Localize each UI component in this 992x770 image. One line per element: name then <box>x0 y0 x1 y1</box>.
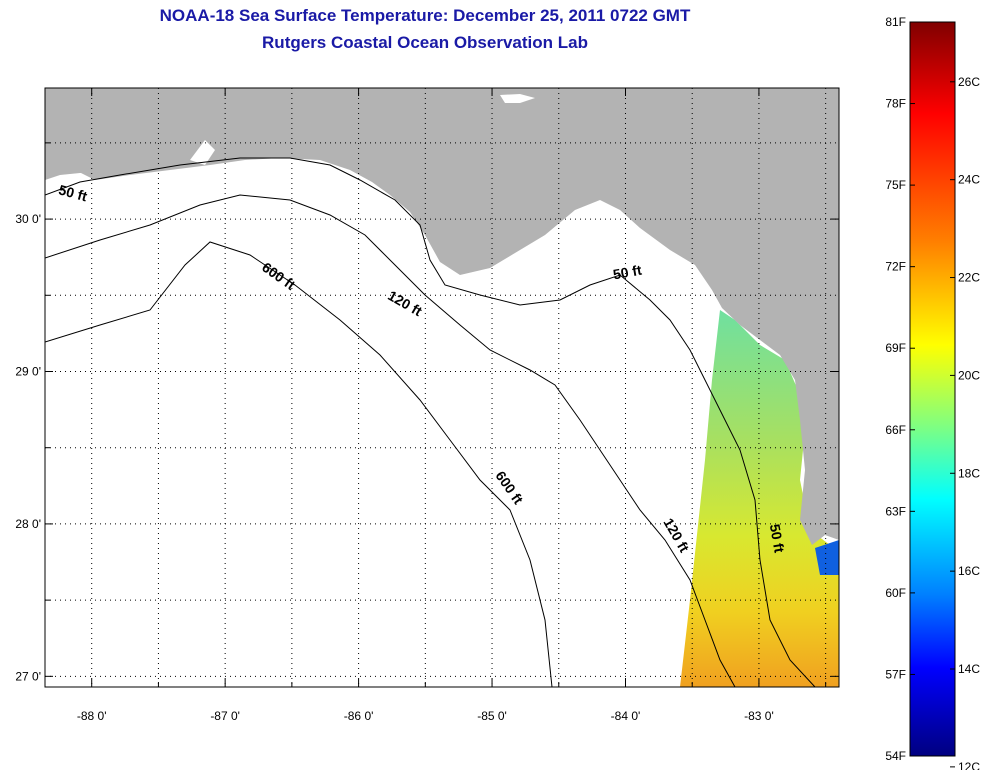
colorbar-c-label: 20C <box>958 368 980 382</box>
colorbar-c-label: 16C <box>958 564 980 578</box>
colorbar <box>909 21 956 757</box>
lon-tick-label: -84 0' <box>611 709 641 723</box>
lon-tick-label: -83 0' <box>744 709 774 723</box>
lon-tick-label: -85 0' <box>477 709 507 723</box>
lat-tick-label: 29 0' <box>15 364 41 378</box>
contour-label: 50 ft <box>57 181 89 204</box>
contour-600ft <box>45 241 553 687</box>
colorbar-c-label: 22C <box>958 271 980 285</box>
colorbar-f-label: 81F <box>885 15 906 29</box>
contour-label: 50 ft <box>767 523 788 554</box>
colorbar-f-label: 78F <box>885 97 906 111</box>
colorbar-f-label: 57F <box>885 667 906 681</box>
bay <box>190 140 215 165</box>
lat-tick-label: 28 0' <box>15 517 41 531</box>
contour-120ft <box>45 194 736 687</box>
land-mass <box>45 88 839 545</box>
contour-label: 50 ft <box>612 262 643 283</box>
cold-coastal-patch <box>815 540 839 575</box>
colorbar-f-label: 66F <box>885 423 906 437</box>
colorbar-c-label: 12C <box>958 760 980 770</box>
colorbar-f-label: 69F <box>885 341 906 355</box>
map-subtitle: Rutgers Coastal Ocean Observation Lab <box>262 33 588 52</box>
lon-tick-label: -87 0' <box>210 709 240 723</box>
map-title: NOAA-18 Sea Surface Temperature: Decembe… <box>159 6 691 25</box>
colorbar-f-label: 63F <box>885 504 906 518</box>
lake <box>500 94 535 103</box>
lat-tick-label: 30 0' <box>15 212 41 226</box>
colorbar-f-label: 72F <box>885 260 906 274</box>
colorbar-c-label: 24C <box>958 173 980 187</box>
colorbar-c-label: 26C <box>958 75 980 89</box>
colorbar-c-label: 18C <box>958 466 980 480</box>
colorbar-f-label: 60F <box>885 586 906 600</box>
colorbar-f-label: 54F <box>885 749 906 763</box>
contour-50ft <box>45 157 816 687</box>
lon-tick-label: -88 0' <box>77 709 107 723</box>
colorbar-f-label: 75F <box>885 178 906 192</box>
lon-tick-label: -86 0' <box>344 709 374 723</box>
colorbar-c-label: 14C <box>958 662 980 676</box>
map-frame <box>44 87 840 688</box>
lat-tick-label: 27 0' <box>15 669 41 683</box>
